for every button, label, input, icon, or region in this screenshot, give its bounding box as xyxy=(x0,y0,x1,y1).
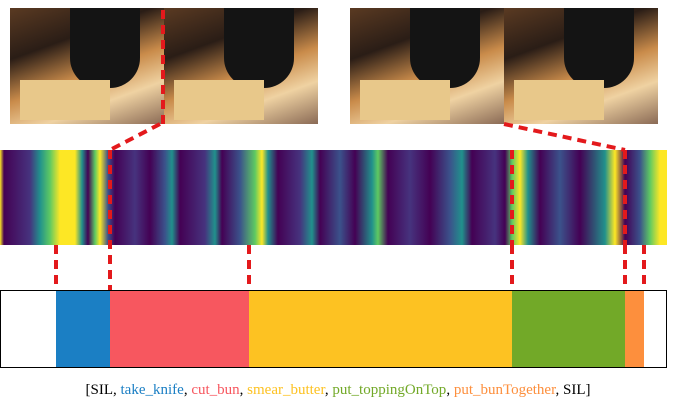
connector-lines xyxy=(0,0,676,412)
action-label: SIL xyxy=(563,382,586,398)
bracket: ] xyxy=(585,382,590,398)
action-label: cut_bun xyxy=(191,382,239,398)
separator: , xyxy=(555,382,563,398)
separator: , xyxy=(446,382,454,398)
transcript: [SIL, take_knife, cut_bun, smear_butter,… xyxy=(0,382,676,399)
action-label: put_toppingOnTop xyxy=(332,382,446,398)
figure: [SIL, take_knife, cut_bun, smear_butter,… xyxy=(0,0,676,412)
action-label: take_knife xyxy=(121,382,184,398)
action-label: SIL xyxy=(91,382,114,398)
separator: , xyxy=(113,382,121,398)
action-label: smear_butter xyxy=(247,382,325,398)
action-label: put_bunTogether xyxy=(454,382,556,398)
